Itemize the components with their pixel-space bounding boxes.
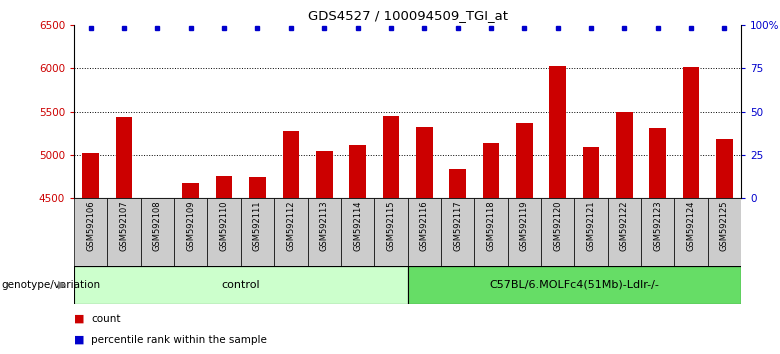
Bar <box>307 198 341 266</box>
Text: ■: ■ <box>74 314 84 324</box>
Bar <box>149 198 166 199</box>
Bar <box>474 198 508 266</box>
Text: control: control <box>222 280 261 290</box>
Text: GSM592109: GSM592109 <box>186 200 195 251</box>
Bar <box>441 198 474 266</box>
Bar <box>374 198 407 266</box>
Text: GSM592111: GSM592111 <box>253 200 262 251</box>
Text: GSM592125: GSM592125 <box>720 200 729 251</box>
Bar <box>341 198 374 266</box>
Text: GSM592121: GSM592121 <box>587 200 595 251</box>
Text: ▶: ▶ <box>58 280 66 290</box>
Bar <box>316 150 332 198</box>
Text: GSM592110: GSM592110 <box>220 200 229 251</box>
Bar <box>674 198 707 266</box>
Bar <box>108 198 140 266</box>
Bar <box>574 198 608 266</box>
Text: GSM592115: GSM592115 <box>386 200 395 251</box>
Text: GSM592124: GSM592124 <box>686 200 696 251</box>
Bar <box>183 183 199 198</box>
Text: GSM592117: GSM592117 <box>453 200 462 251</box>
Bar <box>241 198 274 266</box>
Text: GSM592112: GSM592112 <box>286 200 296 251</box>
Bar <box>382 116 399 198</box>
Title: GDS4527 / 100094509_TGI_at: GDS4527 / 100094509_TGI_at <box>307 9 508 22</box>
Bar <box>541 198 574 266</box>
Text: GSM592122: GSM592122 <box>620 200 629 251</box>
Bar <box>682 67 700 198</box>
Bar <box>608 198 641 266</box>
Text: genotype/variation: genotype/variation <box>2 280 101 290</box>
Bar <box>407 198 441 266</box>
Bar <box>583 147 599 198</box>
Bar <box>716 139 732 198</box>
Bar <box>707 198 741 266</box>
Bar <box>115 117 133 198</box>
Bar <box>274 198 307 266</box>
Text: GSM592118: GSM592118 <box>487 200 495 251</box>
Bar <box>249 177 266 198</box>
Bar <box>282 131 300 198</box>
Text: GSM592123: GSM592123 <box>653 200 662 251</box>
Text: GSM592114: GSM592114 <box>353 200 362 251</box>
Bar <box>508 198 541 266</box>
Text: GSM592106: GSM592106 <box>87 200 95 251</box>
Bar <box>616 112 633 198</box>
Bar <box>349 145 366 198</box>
Bar <box>516 123 533 198</box>
Bar <box>83 153 99 198</box>
Text: count: count <box>91 314 121 324</box>
Bar <box>74 198 108 266</box>
Text: GSM592116: GSM592116 <box>420 200 429 251</box>
Bar <box>74 266 407 304</box>
Text: GSM592119: GSM592119 <box>519 200 529 251</box>
Bar <box>449 169 466 198</box>
Bar <box>641 198 674 266</box>
Text: GSM592107: GSM592107 <box>119 200 129 251</box>
Text: GSM592120: GSM592120 <box>553 200 562 251</box>
Bar <box>407 266 741 304</box>
Text: GSM592108: GSM592108 <box>153 200 162 251</box>
Bar <box>207 198 241 266</box>
Text: C57BL/6.MOLFc4(51Mb)-Ldlr-/-: C57BL/6.MOLFc4(51Mb)-Ldlr-/- <box>489 280 659 290</box>
Bar <box>649 128 666 198</box>
Bar <box>416 127 433 198</box>
Bar <box>549 67 566 198</box>
Bar <box>174 198 207 266</box>
Bar <box>140 198 174 266</box>
Text: percentile rank within the sample: percentile rank within the sample <box>91 335 267 345</box>
Text: GSM592113: GSM592113 <box>320 200 328 251</box>
Bar <box>216 176 232 198</box>
Bar <box>483 143 499 198</box>
Text: ■: ■ <box>74 335 84 345</box>
